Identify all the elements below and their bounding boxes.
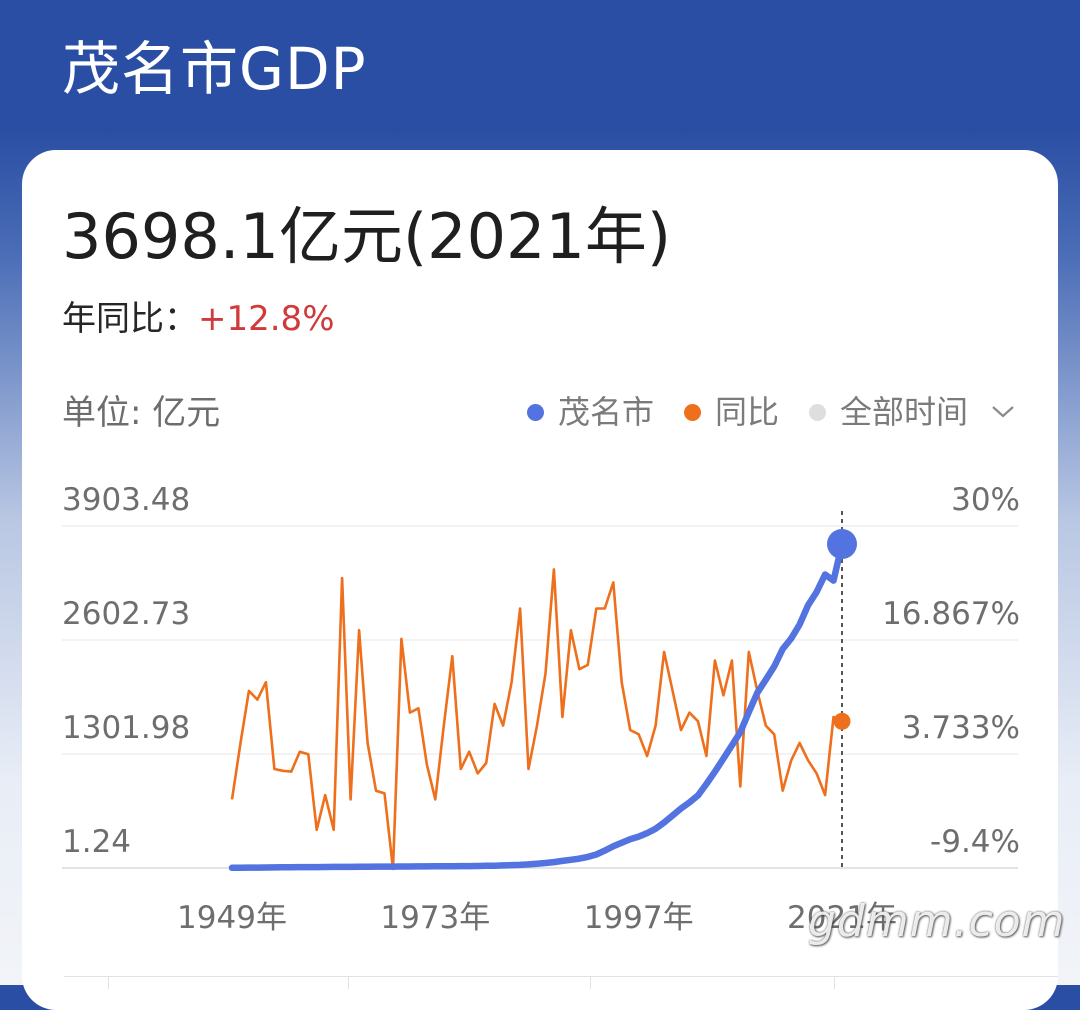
gdp-card: 3698.1亿元(2021年) 年同比：+12.8% 单位: 亿元 茂名市 同比… (22, 150, 1058, 1010)
watermark: gdmm.com (808, 896, 1066, 947)
y-right-tick-label: -9.4% (930, 824, 1020, 860)
y-left-tick-label: 1301.98 (62, 710, 190, 746)
chevron-down-icon (992, 406, 1014, 418)
legend-item-yoy[interactable]: 同比 (683, 393, 779, 431)
y-left-tick-label: 1.24 (62, 824, 131, 860)
legend-item-gdp[interactable]: 茂名市 (526, 393, 654, 431)
gdp-chart: 3903.48 2602.73 1301.98 1.24 30% 16.867% 3.73… (62, 482, 1020, 936)
yoy-row: 年同比：+12.8% (62, 302, 335, 336)
yoy-highlight-point (833, 712, 851, 730)
legend-dot-time (808, 403, 826, 421)
yoy-series (230, 568, 843, 871)
y-axis-right: 30% 16.867% 3.733% -9.4% (882, 482, 1020, 860)
highlight-points (827, 528, 857, 730)
yoy-label: 年同比： (62, 299, 198, 339)
unit-label: 单位: 亿元 (62, 393, 221, 433)
y-right-tick-label: 30% (951, 482, 1020, 518)
legend-label-yoy: 同比 (714, 393, 779, 431)
table-header-strip (64, 976, 1058, 989)
x-tick-label: 1949年 (177, 900, 287, 936)
y-left-tick-label: 3903.48 (62, 482, 190, 518)
chart-legend: 茂名市 同比 全部时间 (497, 396, 1016, 428)
chart-grid (62, 525, 1018, 869)
x-tick-label: 1973年 (380, 900, 490, 936)
yoy-line (230, 568, 843, 871)
gdp-value: 3698.1亿元(2021年) (62, 200, 672, 273)
x-tick-label: 1997年 (584, 900, 694, 936)
x-axis: 1949年 1973年 1997年 2021年 (177, 900, 897, 936)
legend-dot-gdp (526, 403, 544, 421)
x-tick-label: 2021年 (787, 900, 897, 936)
gdp-line (228, 540, 846, 872)
gdp-series (228, 540, 846, 872)
y-left-tick-label: 2602.73 (62, 596, 190, 632)
yoy-value: +12.8% (198, 299, 335, 339)
legend-dot-yoy (683, 403, 701, 421)
page-title: 茂名市GDP (62, 35, 367, 103)
y-axis-left: 3903.48 2602.73 1301.98 1.24 (62, 482, 190, 860)
y-right-tick-label: 3.733% (902, 710, 1020, 746)
time-filter-label: 全部时间 (839, 393, 968, 431)
time-filter-dropdown[interactable]: 全部时间 (808, 393, 1016, 431)
legend-label-gdp: 茂名市 (557, 393, 654, 431)
y-right-tick-label: 16.867% (882, 596, 1020, 632)
gdp-highlight-point (827, 528, 857, 559)
